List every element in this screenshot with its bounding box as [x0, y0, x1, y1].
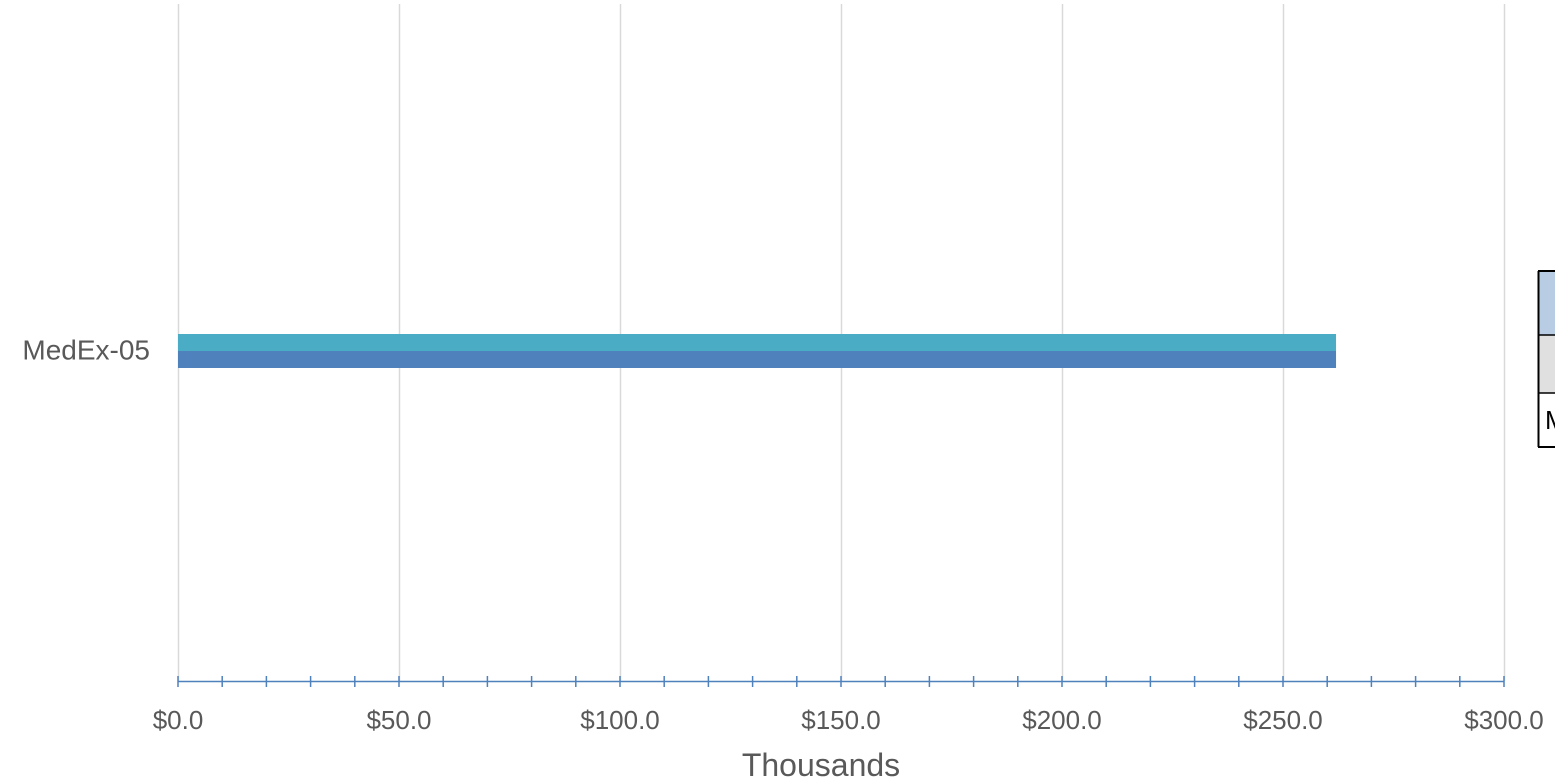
x-tick-label: $200.0	[1022, 705, 1102, 735]
x-tick-label: $250.0	[1243, 705, 1323, 735]
data-table-row-cell	[1538, 335, 1555, 393]
x-tick-label: $50.0	[366, 705, 431, 735]
x-tick-label: $300.0	[1464, 705, 1544, 735]
x-tick-label: $100.0	[580, 705, 660, 735]
data-table: M	[1537, 270, 1555, 448]
data-table-cell-text: M	[1545, 405, 1555, 435]
x-tick-label: $150.0	[801, 705, 881, 735]
bar	[178, 334, 1337, 351]
bars	[178, 334, 1337, 368]
x-tick-label: $0.0	[153, 705, 204, 735]
data-table-header-cell	[1538, 271, 1555, 335]
data-table-row-cell	[1538, 393, 1555, 447]
x-axis	[177, 676, 1505, 687]
bar	[178, 351, 1337, 368]
labels: Thousands MedEx-05 $0.0 $50.0 $100.0 $150.0 $…	[22, 334, 1543, 783]
category-label: MedEx-05	[22, 334, 150, 365]
x-axis-title: Thousands	[742, 747, 900, 783]
